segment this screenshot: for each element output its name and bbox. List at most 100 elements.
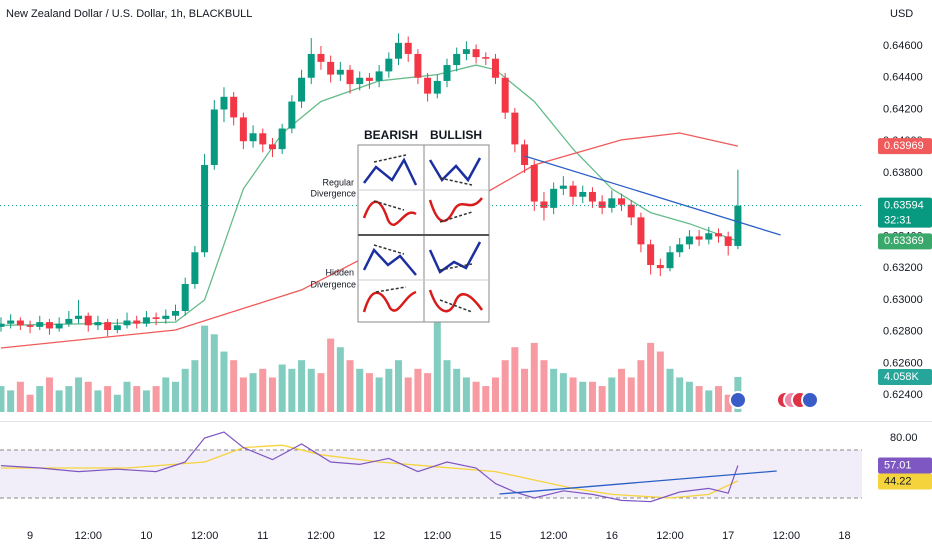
- volume-bar: [307, 368, 315, 412]
- volume-bar: [637, 360, 645, 412]
- candle-body: [540, 201, 548, 208]
- icon: [373, 200, 405, 211]
- candle-body: [259, 133, 267, 145]
- ma-last-label: 0.63369: [884, 235, 924, 247]
- volume-bar: [7, 390, 15, 412]
- volume-bar: [618, 368, 626, 412]
- candle-body: [618, 198, 626, 205]
- event-icon: [729, 391, 747, 409]
- candle-body: [7, 320, 15, 324]
- volume-bar: [705, 390, 713, 412]
- volume-bar: [356, 368, 364, 412]
- volume-bar: [84, 381, 92, 412]
- candle-body: [491, 58, 499, 78]
- volume-bar: [259, 368, 267, 412]
- icon: [363, 157, 418, 186]
- row-label: Divergence: [310, 279, 356, 289]
- last-price-label-box: [878, 197, 932, 228]
- icon: [439, 177, 473, 186]
- volume-bar: [685, 381, 693, 412]
- candle-body: [462, 49, 470, 54]
- candle-body: [501, 77, 509, 113]
- volume-bar: [695, 386, 703, 412]
- volume-bar: [16, 381, 24, 412]
- icon: [362, 247, 417, 276]
- rsi-ma: [1, 444, 739, 499]
- volume-bar: [36, 386, 44, 412]
- volume-bar: [172, 381, 180, 412]
- volume-bar: [395, 360, 403, 412]
- volume-bar: [414, 368, 422, 412]
- volume-bar: [142, 390, 150, 412]
- x-tick-label: 12:00: [656, 530, 684, 542]
- volume-bar: [152, 386, 160, 412]
- candle-body: [550, 188, 558, 208]
- last-price-label: 32:31: [884, 215, 912, 227]
- volume-bar: [123, 381, 131, 412]
- volume-bar: [191, 360, 199, 412]
- volume-bar: [433, 317, 441, 412]
- candle-body: [298, 77, 306, 102]
- candle-body: [45, 322, 53, 329]
- candle-body: [230, 96, 238, 118]
- volume-bar: [249, 373, 257, 412]
- candle-body: [336, 69, 344, 75]
- ma-last-label-box: [878, 233, 932, 250]
- icon: [439, 211, 473, 223]
- volume-bar: [714, 386, 722, 412]
- row-label: Divergence: [310, 188, 356, 198]
- icon: [428, 289, 484, 313]
- candle-body: [714, 233, 722, 237]
- candle-body: [375, 71, 383, 81]
- candle-body: [647, 244, 655, 265]
- last-price-label: 0.63594: [884, 200, 924, 212]
- volume-bar: [559, 373, 567, 412]
- x-tick-label: 18: [838, 530, 850, 542]
- candle-body: [365, 77, 373, 81]
- volume-bar: [346, 360, 354, 412]
- candle-body: [685, 236, 693, 245]
- candle-body: [278, 128, 286, 150]
- candle-body: [695, 236, 703, 240]
- icon: [373, 154, 407, 163]
- candle-body: [579, 191, 587, 197]
- candle-body: [608, 198, 616, 208]
- y-tick-label: 0.64400: [883, 72, 923, 84]
- volume-bar: [666, 368, 674, 412]
- volume-bar: [288, 368, 296, 412]
- chart-title: New Zealand Dollar / U.S. Dollar, 1h, BL…: [6, 8, 252, 20]
- trendline: [524, 155, 781, 236]
- candle-body: [307, 53, 315, 78]
- icon: [375, 286, 407, 293]
- candle-body: [356, 77, 364, 85]
- icon: [428, 241, 482, 274]
- volume-bar: [375, 377, 383, 412]
- candle-body: [666, 252, 674, 269]
- candle-body: [676, 244, 684, 253]
- candle-body: [443, 65, 451, 81]
- y-tick-label: 0.63800: [883, 167, 923, 179]
- volume-bar: [65, 386, 73, 412]
- volume-bar: [598, 386, 606, 412]
- volume-last-label: 4.058K: [884, 371, 920, 383]
- volume-bar: [385, 368, 393, 412]
- volume-bar: [530, 342, 538, 412]
- volume-bar: [239, 377, 247, 412]
- candle-body: [327, 61, 335, 75]
- candle-body: [385, 58, 393, 72]
- volume-bar: [162, 377, 170, 412]
- x-tick-label: 12: [373, 530, 385, 542]
- candle-body: [482, 57, 490, 59]
- rsi-line: [0, 431, 739, 503]
- candle-body: [16, 320, 24, 326]
- x-tick-label: 15: [489, 530, 501, 542]
- volume-bar: [113, 394, 121, 412]
- candle-body: [181, 284, 189, 311]
- volume-bar: [45, 377, 53, 412]
- volume-bar: [579, 381, 587, 412]
- candle-body: [404, 42, 412, 54]
- candle-body: [453, 53, 461, 66]
- y-tick-label: 0.62600: [883, 357, 923, 369]
- candle-body: [288, 101, 296, 129]
- divergence-infographic: BEARISH BULLISH Regular Divergence Hidde…: [310, 128, 490, 323]
